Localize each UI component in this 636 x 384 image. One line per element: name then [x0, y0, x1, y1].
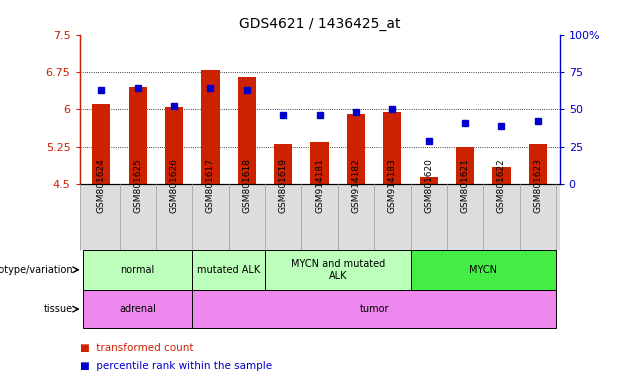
Text: GSM914182: GSM914182	[352, 158, 361, 213]
Text: GSM801621: GSM801621	[460, 158, 469, 213]
Text: GSM801622: GSM801622	[497, 158, 506, 213]
Text: GSM801625: GSM801625	[133, 158, 142, 213]
Text: GSM801626: GSM801626	[170, 158, 179, 213]
Bar	[274, 144, 293, 184]
Text: MYCN and mutated
ALK: MYCN and mutated ALK	[291, 259, 385, 281]
Bar	[238, 77, 256, 184]
Bar	[529, 144, 547, 184]
Bar	[456, 147, 474, 184]
Text: MYCN: MYCN	[469, 265, 497, 275]
Bar	[165, 107, 183, 184]
Bar	[492, 167, 511, 184]
Bar	[92, 104, 111, 184]
Text: GSM801617: GSM801617	[206, 158, 215, 213]
Bar	[384, 112, 401, 184]
Text: GSM801618: GSM801618	[242, 158, 251, 213]
Text: genotype/variation: genotype/variation	[0, 265, 73, 275]
Bar	[310, 142, 329, 184]
Text: GSM801623: GSM801623	[534, 158, 543, 213]
Text: normal: normal	[121, 265, 155, 275]
Text: tissue: tissue	[44, 304, 73, 314]
Text: GSM801619: GSM801619	[279, 158, 287, 213]
Text: mutated ALK: mutated ALK	[197, 265, 260, 275]
Title: GDS4621 / 1436425_at: GDS4621 / 1436425_at	[239, 17, 400, 31]
Text: tumor: tumor	[359, 304, 389, 314]
Text: ■  percentile rank within the sample: ■ percentile rank within the sample	[80, 361, 272, 371]
Text: GSM914183: GSM914183	[388, 158, 397, 213]
Text: GSM914181: GSM914181	[315, 158, 324, 213]
Bar	[347, 114, 365, 184]
Bar	[202, 70, 219, 184]
Text: GSM801624: GSM801624	[97, 158, 106, 213]
Text: adrenal: adrenal	[120, 304, 156, 314]
Text: GSM801620: GSM801620	[424, 158, 433, 213]
Bar	[128, 87, 147, 184]
Text: ■  transformed count: ■ transformed count	[80, 343, 193, 353]
Bar	[420, 177, 438, 184]
